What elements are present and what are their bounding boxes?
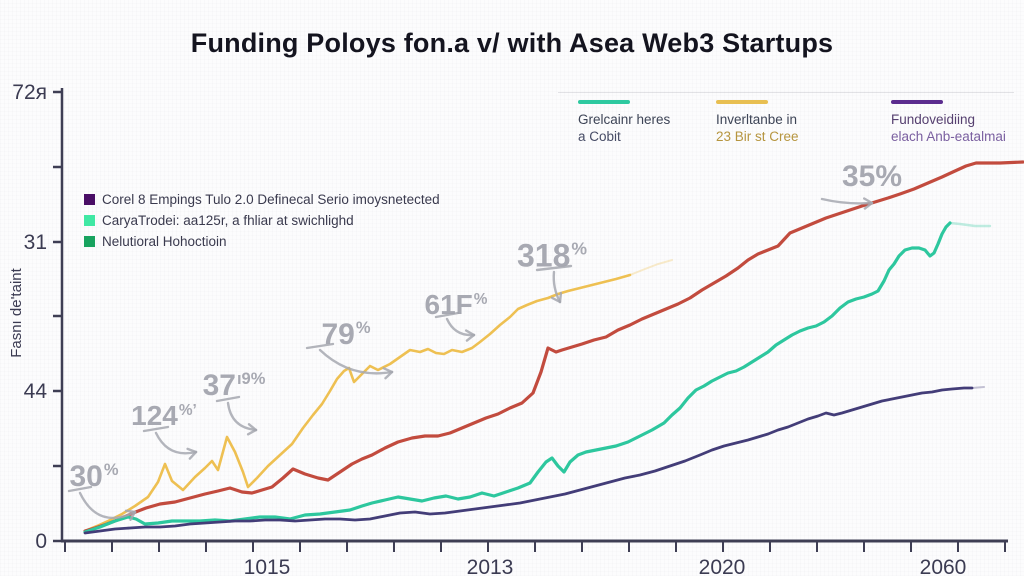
annotation-arrow (552, 270, 562, 304)
annotation-arrowhead (188, 450, 198, 460)
legend-item: CaryaTrodei: aa125r, a fhliar at swichli… (84, 210, 440, 231)
annotation-arrow (154, 431, 198, 455)
legend-swatch (84, 236, 95, 247)
annotation-arrow-bar (434, 311, 460, 319)
legend-swatch (891, 100, 943, 104)
annotation-arrow (445, 317, 476, 337)
annotation-sup: % (355, 319, 371, 337)
annotation-arrowhead (464, 329, 476, 337)
annotation-arrow-bar (535, 264, 573, 272)
x-tick-label: 1015 (244, 556, 291, 576)
annotation-value: 35% (841, 160, 903, 193)
annotation-sup: ı9% (236, 370, 266, 388)
legend-item: Grelcainr heres a Cobit (578, 100, 670, 145)
annotation-arrow-bar (305, 342, 335, 350)
x-tick-label: 2013 (467, 556, 514, 576)
legend-swatch (84, 194, 95, 205)
legend-label: Inverltanbe in (716, 112, 798, 127)
series-line-red (83, 160, 1024, 533)
legend-label: Grelcainr heres (578, 112, 671, 127)
annotation-value: 37 (202, 369, 236, 402)
series-line-purple (83, 386, 974, 535)
legend-swatch (84, 215, 95, 226)
annotation-value: 61F (424, 289, 473, 320)
annotation-sup: %’ (178, 401, 197, 419)
annotation-arrow (78, 491, 137, 520)
annotation-arrowhead (550, 296, 562, 304)
annotation-arrowhead (465, 333, 476, 342)
annotation-124: 124%’ (131, 400, 197, 432)
y-tick-label: 44 (24, 380, 48, 403)
annotation-arrowhead (384, 370, 394, 380)
legend-swatch (716, 100, 768, 104)
annotation-value: 318 (516, 237, 571, 274)
annotation-value: 30 (69, 460, 103, 493)
legend-label: 23 Bir st Cree (716, 129, 799, 144)
annotation-arrowhead (558, 291, 563, 304)
y-tick-label: 0 (35, 530, 47, 553)
annotation-arrow (820, 197, 874, 205)
annotation-318: 318% (517, 238, 587, 275)
annotation-arrowhead (863, 197, 874, 205)
annotation-30: 30% (69, 460, 118, 494)
series-line-teal (83, 221, 952, 534)
legend-item: Inverltanbe in 23 Bir st Cree (716, 100, 799, 145)
legend-label: Nelutioral Hohoctioin (102, 234, 227, 249)
annotation-arrowhead (863, 201, 874, 210)
annotation-37: 37ı9% (203, 369, 266, 403)
annotation-arrowhead (186, 447, 198, 454)
annotation-sup: % (103, 461, 119, 479)
legend-label: a Cobit (578, 129, 621, 144)
annotation-arrow-bar (142, 425, 170, 433)
y-tick-label: 31 (24, 231, 47, 254)
annotation-sup: % (473, 290, 488, 308)
annotation-arrow-bar (215, 395, 241, 403)
legend-label: elach Anb-eatalmai (891, 129, 1006, 144)
annotation-value: 79 (321, 318, 355, 351)
y-tick-label: 72я (12, 81, 47, 104)
legend-label: Fundoveidiing (891, 112, 976, 127)
series-line-teal-fade (948, 221, 992, 228)
x-tick-label: 2020 (699, 556, 746, 576)
annotation-61F: 61F% (425, 289, 488, 321)
series-line-yellow-fade (629, 259, 673, 276)
legend-swatch (578, 100, 630, 104)
annotation-arrow (318, 348, 394, 375)
annotation-arrowhead (382, 367, 394, 374)
annotation-arrowhead (247, 423, 258, 432)
legend-item: Nelutioral Hohoctioin (84, 231, 440, 252)
legend-label: Corel 8 Empings Tulo 2.0 Definecal Serio… (102, 192, 440, 207)
annotation-arrowhead (129, 510, 137, 521)
annotation-arrow-bar (67, 485, 93, 493)
legend-left: Corel 8 Empings Tulo 2.0 Definecal Serio… (84, 189, 440, 252)
legend-label: CaryaTrodei: aa125r, a fhliar at swichli… (102, 213, 354, 228)
legend-divider (558, 92, 1014, 93)
annotation-arrowhead (246, 428, 258, 436)
chart-title: Funding Poloys fon.a v/ with Asea Web3 S… (190, 28, 834, 59)
annotation-sup: % (571, 238, 588, 259)
annotation-arrowhead (124, 509, 137, 514)
series-line-yellow (83, 273, 632, 533)
annotation-value: 124 (131, 400, 178, 431)
annotation-arrow (226, 401, 258, 432)
annotation-35%: 35% (842, 160, 902, 194)
legend-item: Fundoveidiing elach Anb-eatalmai (891, 100, 1006, 145)
series-line-purple-fade (970, 385, 986, 390)
annotation-79: 79% (321, 318, 370, 352)
legend-item: Corel 8 Empings Tulo 2.0 Definecal Serio… (84, 189, 440, 210)
x-tick-label: 2060 (920, 556, 967, 576)
